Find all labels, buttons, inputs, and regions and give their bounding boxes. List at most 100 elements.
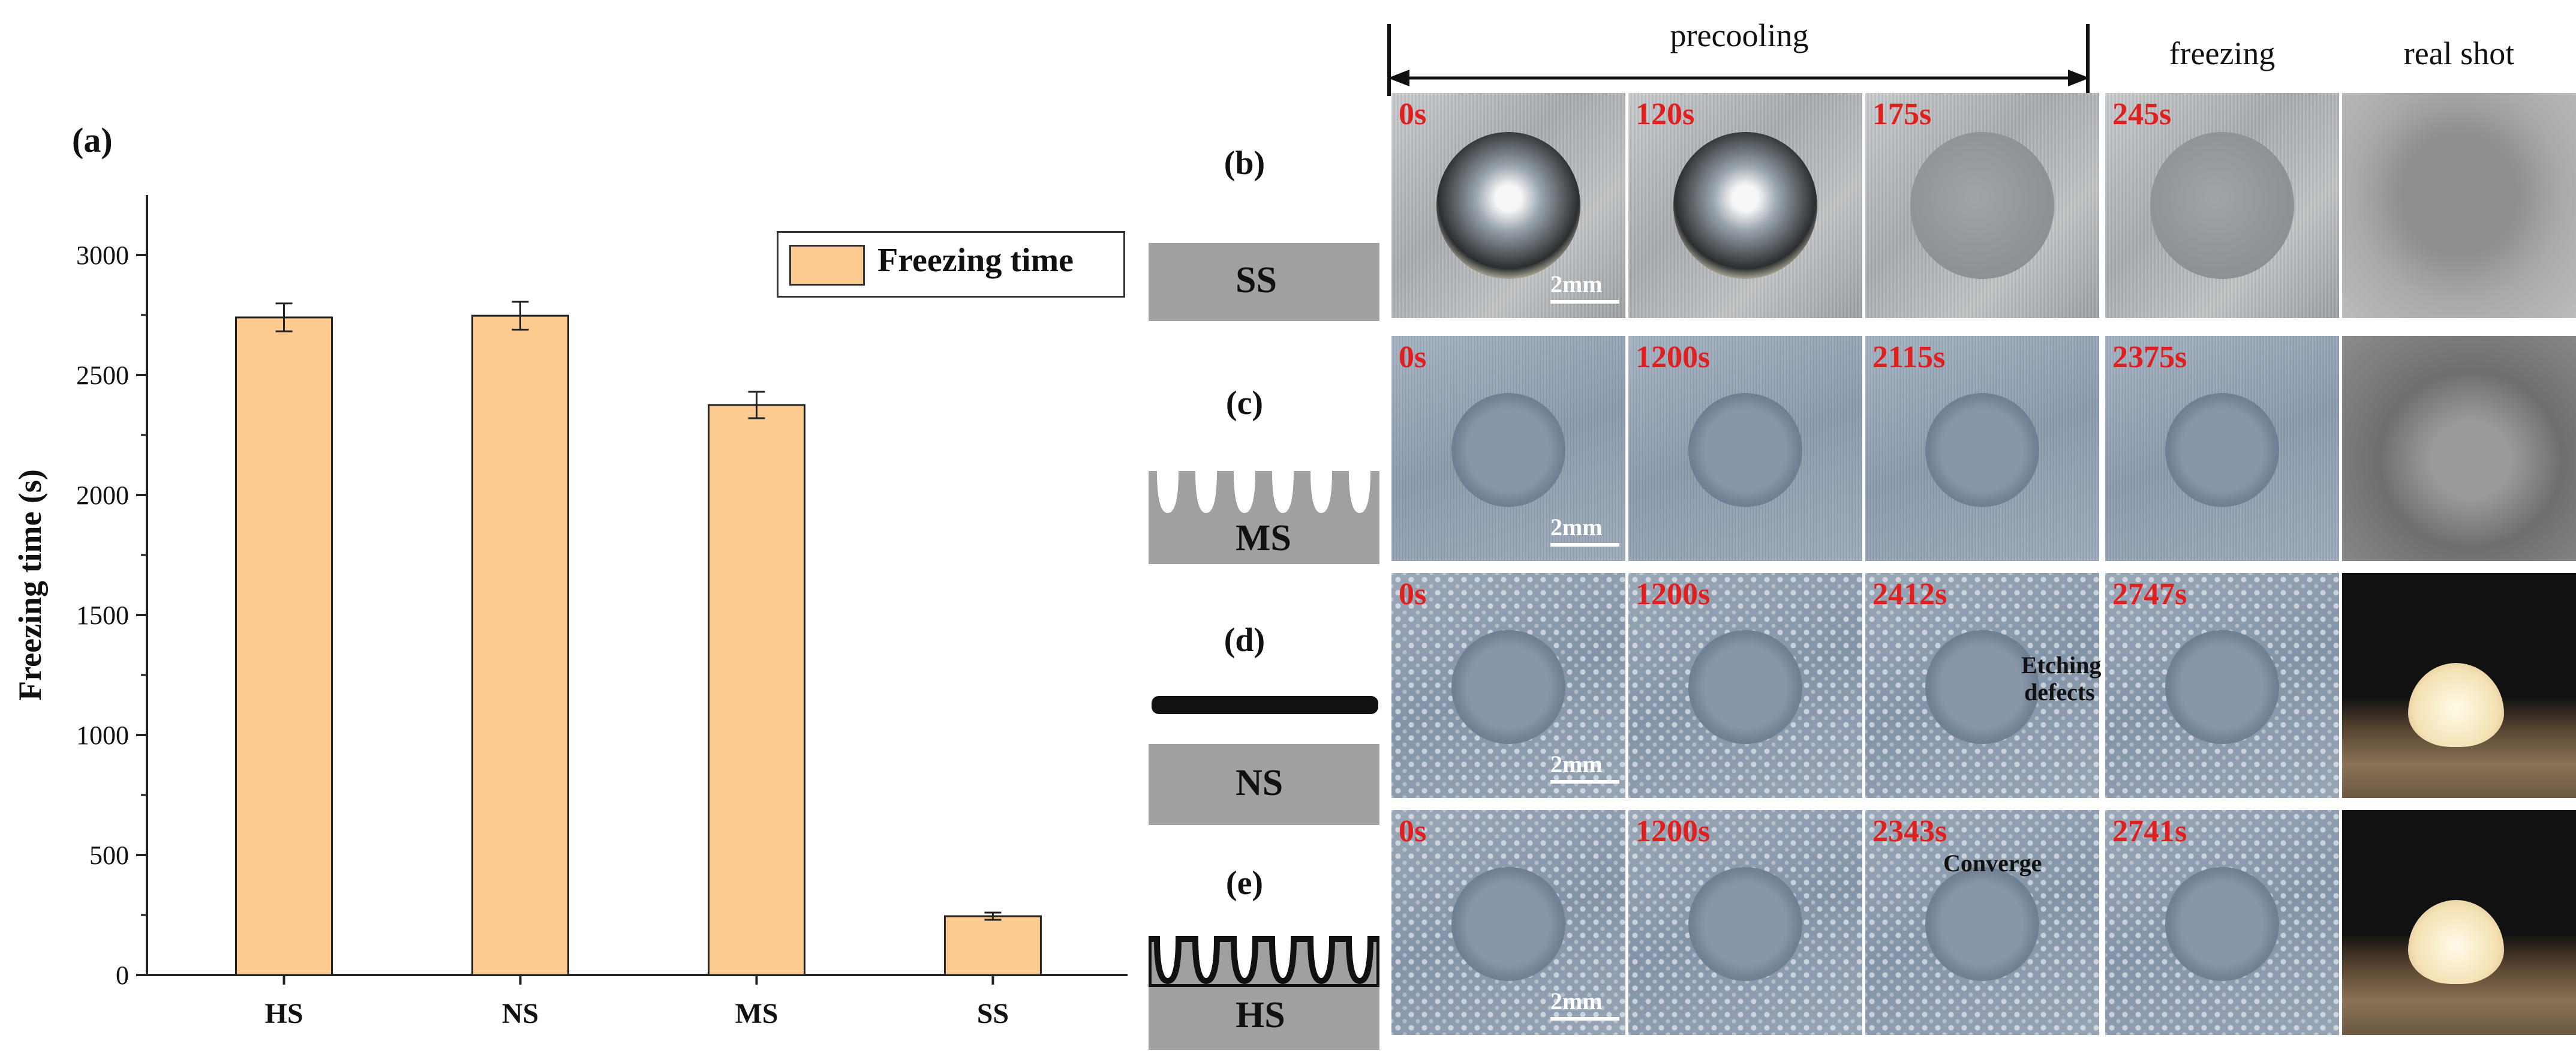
legend-label: Freezing time	[877, 242, 1074, 279]
droplet	[1925, 393, 2039, 507]
y-tick-label: 1500	[76, 601, 129, 630]
annotation-converge: Converge	[1943, 850, 2042, 877]
precooling-bracket-left	[1387, 24, 1391, 96]
scale-bar-label: 2mm	[1550, 271, 1603, 298]
surface-label-ms: MS	[1236, 518, 1291, 559]
time-label: 0s	[1399, 814, 1427, 848]
micrograph-ms-3: 2375s	[2105, 336, 2339, 561]
droplet	[2165, 630, 2279, 744]
x-tick-label-hs: HS	[264, 998, 303, 1030]
droplet	[1925, 630, 2039, 744]
y-tick-label: 2000	[76, 481, 129, 510]
time-label: 120s	[1636, 97, 1695, 131]
real-shot-ss	[2342, 93, 2576, 318]
bar-ms	[707, 404, 805, 976]
scale-bar	[1550, 1017, 1619, 1021]
time-label: 0s	[1399, 577, 1427, 611]
substrate-schematic-hs	[1149, 984, 1379, 1050]
micrograph-ms-2: 2115s	[1865, 336, 2099, 561]
real-shot-ns	[2342, 573, 2576, 798]
precooling-bracket-right	[2086, 24, 2090, 96]
bar-ns	[471, 314, 569, 976]
y-tick-label: 0	[116, 961, 129, 990]
surface-label-ns: NS	[1236, 762, 1284, 803]
row-label-hs: (e)	[1225, 865, 1264, 902]
time-label: 0s	[1399, 97, 1427, 131]
time-label: 2375s	[2112, 340, 2187, 374]
time-label: 2115s	[1872, 340, 1946, 374]
micrograph-ss-0: 0s 2mm	[1391, 93, 1625, 318]
micrograph-ms-0: 0s 2mm	[1391, 336, 1625, 561]
micrograph-hs-1: 1200s	[1628, 810, 1862, 1035]
droplet	[1688, 630, 1802, 744]
bar-ss	[943, 915, 1042, 976]
scale-bar-label: 2mm	[1550, 988, 1603, 1015]
microstructure-profile	[1149, 471, 1379, 519]
micrograph-hs-3: 2741s	[2105, 810, 2339, 1035]
header-precooling: precooling	[1670, 17, 1809, 53]
micrograph-ms-1: 1200s	[1628, 336, 1862, 561]
time-label: 2412s	[1872, 577, 1947, 611]
time-label: 1200s	[1636, 340, 1711, 374]
precooling-arrow	[1388, 70, 2090, 86]
micrograph-ns-1: 1200s	[1628, 573, 1862, 798]
scale-bar-label: 2mm	[1550, 514, 1603, 541]
x-tick-label-ss: SS	[977, 998, 1009, 1030]
scale-bar-label: 2mm	[1550, 751, 1603, 778]
droplet	[1451, 630, 1565, 744]
bar-hs	[235, 316, 333, 976]
freezing-time-bar-chart: 0 500 1000 1500 2000 2500 3000 HS NS MS SS Freezing…	[12, 195, 1128, 1030]
droplet	[1910, 132, 2054, 279]
y-tick-label: 500	[89, 841, 129, 870]
annotation-defects: defects	[2024, 679, 2095, 706]
micrograph-ss-1: 120s	[1628, 93, 1862, 318]
annotation-etching: Etching	[2021, 652, 2102, 679]
panel-a-label: (a)	[72, 121, 113, 160]
droplet	[2165, 393, 2279, 507]
substrate-schematic-ns	[1149, 744, 1379, 825]
droplet	[1451, 393, 1565, 507]
row-label-ns: (d)	[1224, 622, 1266, 659]
y-tick-label: 2500	[76, 361, 129, 390]
microstructure-profile	[1149, 936, 1379, 987]
time-label: 1200s	[1636, 814, 1711, 848]
header-freezing: freezing	[2169, 35, 2276, 71]
micrograph-hs-2: 2343s	[1865, 810, 2099, 1035]
frozen-droplet-photo	[2408, 663, 2504, 747]
droplet	[2150, 132, 2294, 279]
legend-swatch	[789, 245, 865, 286]
substrate-schematic-ms	[1149, 516, 1379, 564]
y-axis-title: Freezing time (s)	[12, 469, 48, 701]
droplet	[1688, 867, 1802, 981]
time-label: 2741s	[2112, 814, 2187, 848]
time-label: 0s	[1399, 340, 1427, 374]
droplet	[2165, 867, 2279, 981]
scale-bar	[1550, 300, 1619, 304]
y-tick-label: 1000	[76, 721, 129, 750]
x-tick-label-ns: NS	[502, 998, 539, 1030]
droplet	[1688, 393, 1802, 507]
nanostructure-layer	[1152, 696, 1378, 714]
header-real-shot: real shot	[2403, 35, 2515, 71]
row-label-ss: (b)	[1224, 145, 1266, 182]
surface-label-hs: HS	[1236, 995, 1285, 1036]
real-shot-hs	[2342, 810, 2576, 1035]
time-label: 2747s	[2112, 577, 2187, 611]
time-label: 2343s	[1872, 814, 1947, 848]
micrograph-ss-2: 175s	[1865, 93, 2099, 318]
scale-bar	[1550, 543, 1619, 547]
substrate-schematic-ss	[1149, 243, 1379, 321]
micrograph-ns-2: 2412s	[1865, 573, 2099, 798]
time-label: 1200s	[1636, 577, 1711, 611]
chart-legend: Freezing time	[777, 231, 1125, 298]
droplet	[1451, 867, 1565, 981]
frozen-droplet-photo	[2408, 900, 2504, 984]
real-shot-ms	[2342, 336, 2576, 561]
scale-bar	[1550, 780, 1619, 784]
time-label: 245s	[2112, 97, 2172, 131]
row-label-ms: (c)	[1225, 385, 1264, 422]
micrograph-hs-0: 0s 2mm	[1391, 810, 1625, 1035]
droplet	[1673, 132, 1817, 279]
y-tick-label: 3000	[76, 241, 129, 270]
x-tick-label-ms: MS	[735, 998, 778, 1030]
